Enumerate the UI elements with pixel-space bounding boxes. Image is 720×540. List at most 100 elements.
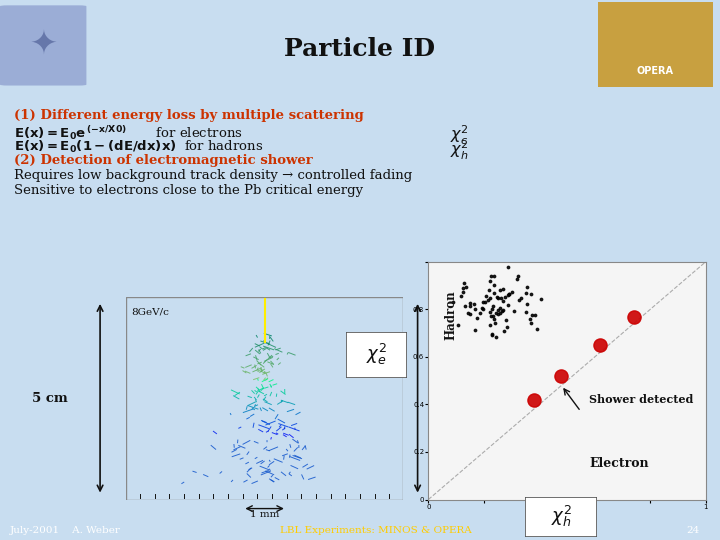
Point	[528, 395, 539, 404]
Point	[495, 294, 506, 303]
Text: Electron: Electron	[589, 457, 649, 470]
Point	[469, 300, 480, 309]
Point	[464, 301, 475, 310]
Text: $\chi^2_c$: $\chi^2_c$	[450, 124, 469, 147]
Point	[459, 302, 470, 310]
Text: 5X₀: 5X₀	[442, 392, 468, 405]
FancyBboxPatch shape	[0, 5, 86, 85]
Point	[525, 319, 536, 328]
Point	[464, 310, 475, 319]
Text: $\chi^2_h$: $\chi^2_h$	[551, 504, 572, 529]
Point	[482, 295, 493, 304]
Point	[595, 341, 606, 349]
Text: Shower detected: Shower detected	[589, 394, 693, 405]
Point	[515, 294, 526, 303]
Point	[503, 290, 515, 299]
Text: OPERA: OPERA	[636, 66, 674, 76]
Text: Hadron: Hadron	[444, 291, 457, 340]
Point	[474, 309, 486, 318]
Point	[495, 286, 506, 294]
Point	[503, 291, 514, 300]
Point	[462, 308, 474, 317]
Point	[460, 283, 472, 292]
Point	[488, 314, 500, 323]
Point	[526, 311, 538, 320]
Text: 24: 24	[687, 526, 700, 535]
Point	[521, 307, 532, 316]
Point	[497, 297, 508, 306]
Text: 1 mm: 1 mm	[250, 510, 279, 519]
Point	[485, 271, 497, 280]
Text: ✦: ✦	[30, 28, 57, 61]
Point	[484, 308, 495, 316]
Point	[521, 300, 533, 309]
Point	[503, 289, 515, 298]
Point	[513, 272, 524, 280]
Point	[502, 301, 513, 309]
Text: $\mathbf{E(x)=E_0e^{\,(-x/X0)}}$       for electrons: $\mathbf{E(x)=E_0e^{\,(-x/X0)}}$ for ele…	[14, 124, 243, 142]
Point	[487, 330, 498, 339]
Point	[506, 288, 518, 296]
Point	[525, 289, 536, 298]
Point	[494, 309, 505, 318]
Point	[477, 305, 489, 314]
Point	[498, 326, 510, 335]
Point	[491, 292, 503, 301]
Point	[503, 263, 514, 272]
Text: (2) Detection of electromagnetic shower: (2) Detection of electromagnetic shower	[14, 154, 312, 167]
Point	[485, 294, 496, 302]
Text: LBL Experiments: MINOS & OPERA: LBL Experiments: MINOS & OPERA	[280, 526, 472, 535]
Point	[498, 285, 509, 293]
Point	[488, 272, 500, 280]
Point	[457, 284, 469, 293]
Point	[464, 299, 476, 307]
Point	[536, 294, 547, 303]
Text: July-2001    A. Weber: July-2001 A. Weber	[10, 526, 121, 535]
Point	[457, 287, 469, 296]
Text: Particle ID: Particle ID	[284, 37, 436, 61]
Text: Sensitive to electrons close to the Pb critical energy: Sensitive to electrons close to the Pb c…	[14, 184, 363, 197]
Point	[498, 306, 509, 315]
Point	[556, 372, 567, 380]
Point	[469, 326, 480, 335]
Point	[477, 303, 488, 312]
Point	[490, 309, 502, 318]
Point	[486, 305, 498, 314]
Point	[472, 314, 483, 323]
Text: (1) Different energy loss by multiple scattering: (1) Different energy loss by multiple sc…	[14, 109, 364, 122]
Point	[512, 275, 523, 284]
Point	[448, 298, 459, 306]
Point	[492, 305, 503, 314]
Point	[497, 306, 508, 315]
Point	[490, 318, 501, 327]
Point	[508, 307, 520, 315]
Point	[492, 293, 504, 302]
Point	[484, 276, 495, 285]
Point	[492, 310, 503, 319]
Point	[488, 280, 500, 289]
Point	[486, 331, 498, 340]
Point	[520, 289, 531, 298]
Text: $\mathbf{E(x)=E_0(1-(dE/dx)x)}$  for hadrons: $\mathbf{E(x)=E_0(1-(dE/dx)x)}$ for hadr…	[14, 139, 264, 155]
Point	[521, 282, 533, 291]
Point	[489, 289, 500, 298]
Point	[524, 315, 536, 323]
Point	[452, 321, 464, 329]
Bar	[598, 2, 713, 87]
Point	[487, 312, 499, 320]
Point	[529, 310, 541, 319]
Point	[455, 292, 467, 301]
Text: 8GeV/c: 8GeV/c	[132, 307, 169, 316]
Point	[458, 279, 469, 287]
Text: $\chi^2_e$: $\chi^2_e$	[366, 342, 387, 367]
Point	[483, 286, 495, 294]
Point	[480, 291, 491, 300]
Point	[531, 325, 543, 333]
Point	[500, 292, 511, 301]
Point	[485, 321, 496, 330]
Point	[628, 312, 639, 321]
Point	[500, 316, 511, 325]
Point	[487, 302, 498, 310]
Point	[479, 298, 490, 306]
Point	[485, 312, 496, 321]
